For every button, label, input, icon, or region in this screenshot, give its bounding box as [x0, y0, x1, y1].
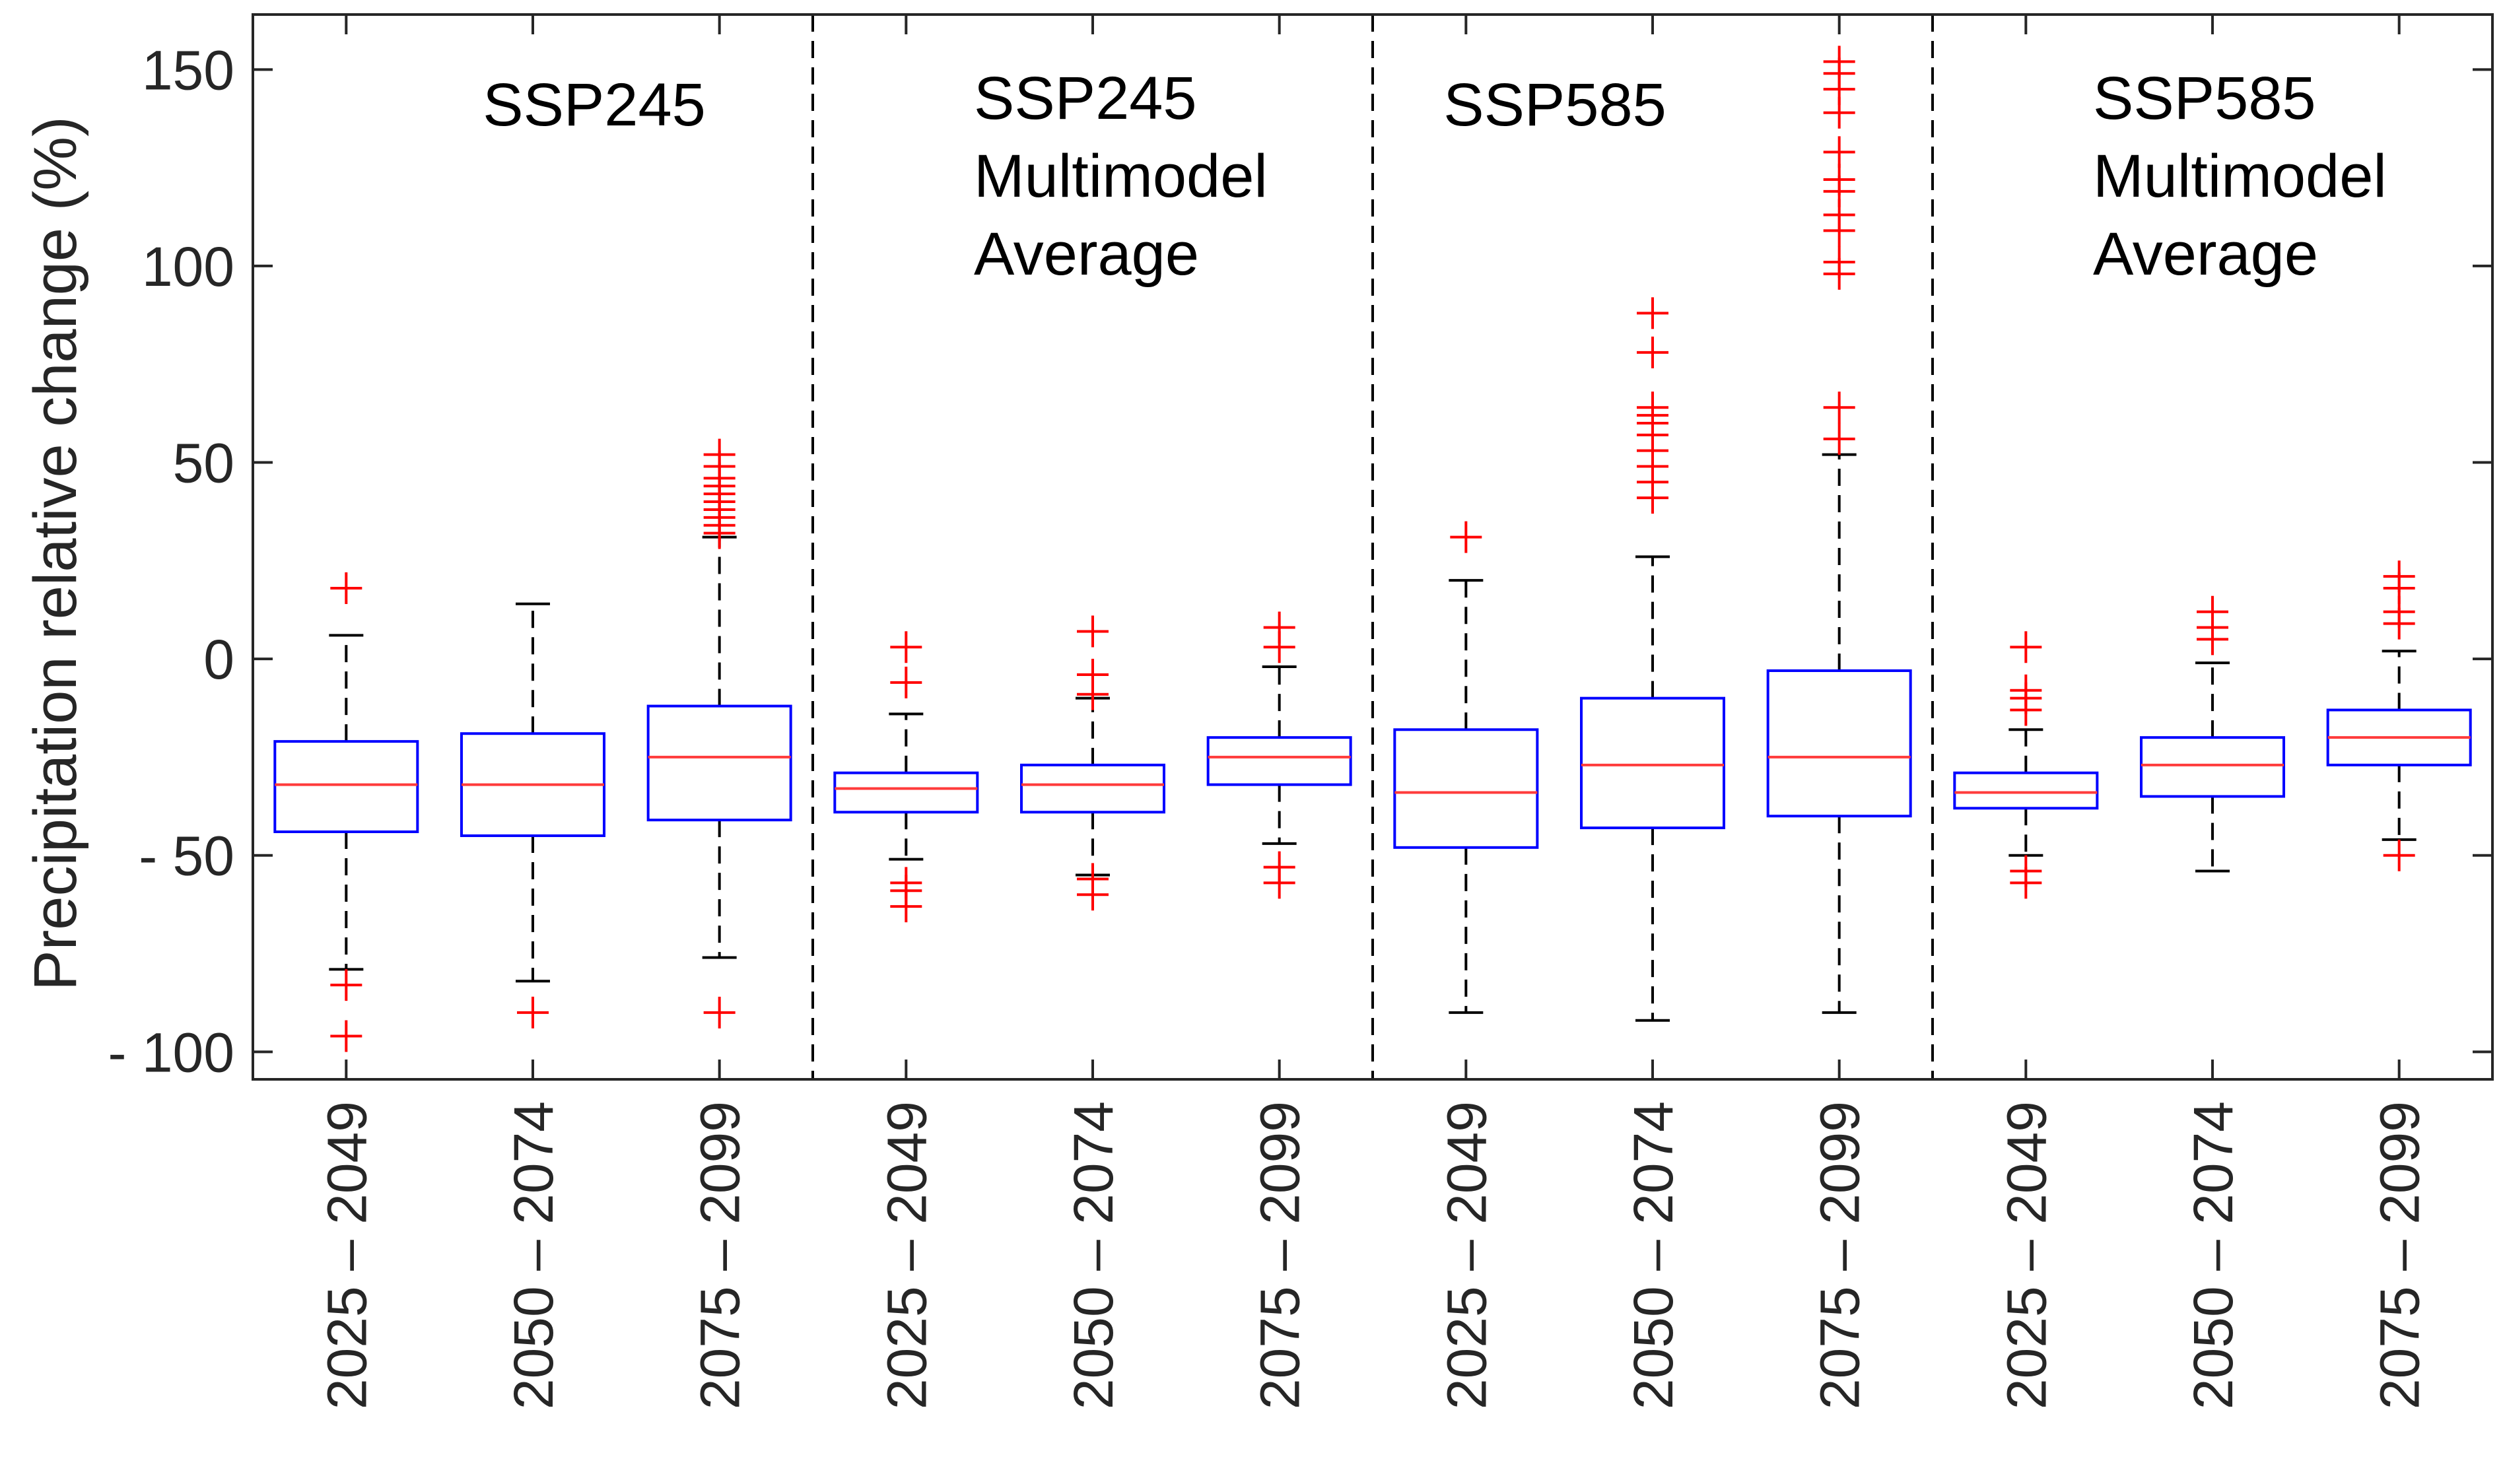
outlier-marker — [330, 969, 362, 1001]
outlier-marker — [2197, 623, 2228, 656]
axes — [252, 13, 2494, 1081]
box-10 — [1953, 631, 2099, 899]
outlier-marker — [1823, 136, 1855, 168]
outlier-marker — [703, 996, 736, 1029]
panel-label-4-line-1: SSP585 — [2093, 65, 2316, 132]
outlier-marker — [517, 996, 549, 1029]
outlier-marker — [2383, 607, 2415, 640]
y-axis-ticks: 150 100 50 0 - 50 - 100 — [108, 39, 2492, 1083]
boxplot-series — [273, 46, 2472, 1052]
x-tick-label: 2025 – 2049 — [1995, 1101, 2057, 1409]
outlier-marker — [1823, 246, 1855, 278]
box-4 — [833, 631, 979, 923]
y-tick-label: 150 — [142, 39, 234, 101]
y-tick-label: 0 — [203, 628, 234, 691]
x-tick-label: 2050 – 2074 — [1622, 1101, 1684, 1409]
y-tick-label: - 50 — [139, 825, 234, 887]
outlier-marker — [1077, 879, 1109, 911]
box-1 — [273, 572, 419, 1052]
outlier-marker — [1637, 297, 1668, 329]
x-tick-label: 2075 – 2099 — [689, 1101, 751, 1409]
x-tick-label: 2050 – 2074 — [2182, 1101, 2244, 1409]
outlier-marker — [2010, 694, 2042, 726]
box-9 — [1766, 46, 1912, 1014]
iqr-box — [646, 704, 792, 822]
iqr-box — [1206, 736, 1352, 786]
outlier-marker — [1077, 678, 1109, 710]
panel-label-3-line-1: SSP585 — [1443, 71, 1666, 139]
outlier-marker — [330, 1020, 362, 1052]
outlier-marker — [703, 438, 736, 471]
iqr-box — [1766, 669, 1912, 818]
panel-label-2-line-3: Average — [974, 220, 1199, 288]
iqr-box — [1393, 728, 1539, 849]
outlier-marker — [330, 572, 362, 604]
panel-labels: SSP245 SSP245 Multimodel Average SSP585 SSP58… — [483, 65, 2387, 288]
box-11 — [2140, 595, 2285, 873]
x-tick-label: 2025 – 2049 — [875, 1101, 938, 1409]
x-tick-label: 2025 – 2049 — [1435, 1101, 1497, 1409]
outlier-marker — [1263, 867, 1295, 899]
iqr-box — [1020, 763, 1165, 814]
y-tick-label: - 100 — [108, 1021, 234, 1083]
y-tick-label: 100 — [142, 236, 234, 298]
outlier-marker — [1637, 391, 1668, 424]
x-tick-label: 2025 – 2049 — [316, 1101, 378, 1409]
x-axis-ticks: 2025 – 2049 2050 – 2074 2075 – 2099 2025 – … — [316, 15, 2431, 1409]
box-3 — [646, 438, 792, 1029]
x-tick-label: 2075 – 2099 — [1249, 1101, 1311, 1409]
outlier-marker — [890, 666, 922, 698]
y-axis-title: Precipitation relative change (%) — [22, 116, 89, 990]
outlier-marker — [890, 891, 922, 923]
panel-label-4-line-2: Multimodel — [2093, 143, 2387, 210]
outlier-marker — [1077, 615, 1109, 648]
outlier-marker — [890, 631, 922, 663]
box-12 — [2326, 560, 2472, 871]
box-7 — [1393, 521, 1539, 1014]
box-8 — [1580, 297, 1725, 1022]
outlier-marker — [1637, 336, 1668, 368]
y-tick-label: 50 — [173, 432, 234, 494]
outlier-marker — [1823, 391, 1855, 424]
outlier-marker — [1823, 163, 1855, 195]
outlier-marker — [2010, 867, 2042, 899]
x-tick-label: 2075 – 2099 — [1809, 1101, 1871, 1409]
iqr-box — [2140, 736, 2285, 798]
panel-label-2-line-2: Multimodel — [974, 143, 1268, 210]
x-tick-label: 2075 – 2099 — [2369, 1101, 2431, 1409]
box-2 — [460, 602, 605, 1029]
iqr-box — [1953, 771, 2099, 810]
outlier-marker — [2383, 839, 2415, 871]
panel-label-4-line-3: Average — [2093, 220, 2318, 288]
x-tick-label: 2050 – 2074 — [1062, 1101, 1124, 1409]
x-tick-label: 2050 – 2074 — [502, 1101, 565, 1409]
iqr-box — [1580, 696, 1725, 830]
panel-separators — [811, 15, 1934, 1079]
panel-label-2-line-1: SSP245 — [974, 65, 1197, 132]
outlier-marker — [1823, 422, 1855, 455]
iqr-box — [273, 740, 419, 834]
outlier-marker — [2010, 631, 2042, 663]
box-6 — [1206, 611, 1352, 899]
outlier-marker — [1450, 521, 1482, 553]
outlier-marker — [1263, 631, 1295, 663]
outlier-marker — [1823, 46, 1855, 78]
iqr-box — [833, 771, 979, 814]
box-5 — [1020, 615, 1165, 911]
plot-frame — [252, 13, 2494, 1081]
panel-label-1-line-1: SSP245 — [483, 71, 706, 139]
